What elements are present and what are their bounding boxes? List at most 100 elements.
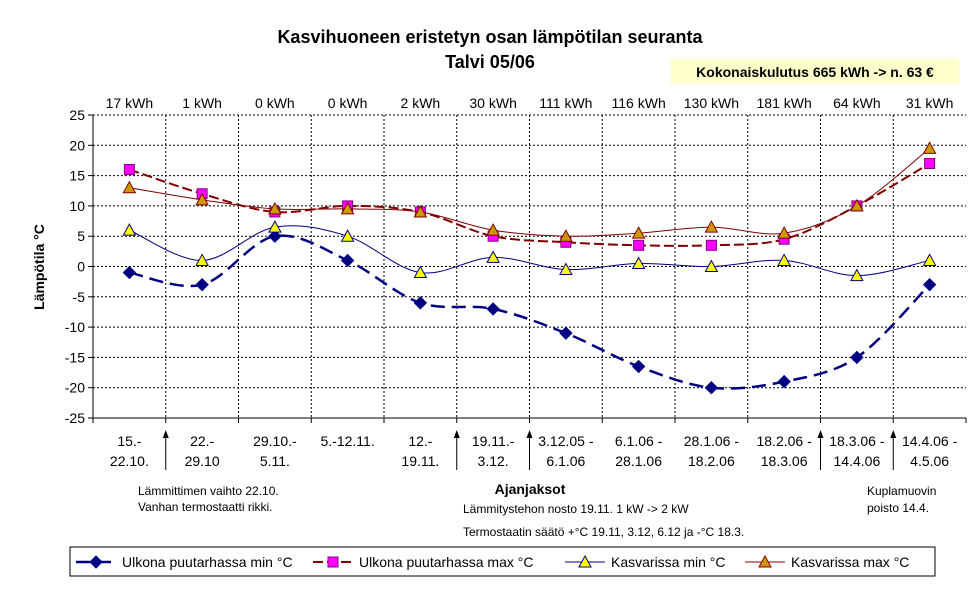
legend-entry: Kasvarissa max °C: [745, 554, 909, 570]
annotation-text: Vanhan termostaatti rikki.: [138, 500, 273, 514]
x-tick-label: 28.1.06 -: [684, 433, 740, 449]
x-tick-label: 3.12.05 -: [538, 433, 594, 449]
data-point: [704, 259, 719, 272]
data-point: [559, 262, 573, 276]
grid: [93, 114, 966, 419]
y-tick-label: 20: [69, 137, 85, 153]
legend-label: Kasvarissa max °C: [791, 554, 909, 570]
x-tick-label: 22.10.: [110, 453, 149, 469]
x-tick-label: 18.3.06 -: [829, 433, 885, 449]
x-tick-label: 18.2.06 -: [756, 433, 812, 449]
energy-labels: 17 kWh 1 kWh 0 kWh 0 kWh 2 kWh 30 kWh 111 kWh 1…: [106, 95, 954, 111]
series-line: [129, 147, 930, 237]
x-axis: 15.- 22.10. 22.- 29.10 29.10.- 5.11. 5.-12.11.…: [92, 418, 967, 469]
total-badge-text: Kokonaiskulutus 665 kWh -> n. 63 €: [696, 64, 934, 80]
event-arrowhead: [453, 430, 460, 438]
y-tick-label: -20: [65, 380, 85, 396]
energy-label: 130 kWh: [684, 95, 739, 111]
annotation-text: Kuplamuovin: [867, 484, 936, 498]
legend-entry: Kasvarissa min °C: [565, 554, 726, 570]
x-tick-label: 5.11.: [260, 453, 290, 469]
y-tick-label: 5: [77, 228, 85, 244]
data-point: [486, 302, 500, 316]
chart-title: Kasvihuoneen eristetyn osan lämpötilan s…: [277, 27, 703, 47]
annotation-text: Termostaatin säätö +°C 19.11, 3.12, 6.12…: [463, 525, 744, 539]
data-point: [340, 253, 355, 268]
y-axis: 25 20 15 10 5 0 -5 -10 -15 -20 -25: [65, 107, 93, 426]
series-4: [122, 141, 937, 242]
data-point: [340, 201, 355, 215]
legend-marker: [89, 555, 103, 569]
data-point: [704, 220, 719, 233]
x-tick-label: 19.11.: [401, 453, 439, 469]
y-tick-label: -10: [65, 319, 85, 335]
data-point: [195, 192, 209, 206]
data-point: [777, 226, 791, 239]
total-badge: Kokonaiskulutus 665 kWh -> n. 63 €: [670, 58, 960, 84]
data-point: [122, 265, 137, 280]
y-tick-label: 10: [69, 198, 85, 214]
data-point: [631, 256, 646, 269]
x-axis-label: Ajanjaksot: [495, 481, 566, 497]
series: [122, 141, 937, 395]
data-point: [268, 229, 282, 243]
x-tick-label: 22.-: [190, 433, 214, 449]
y-tick-label: -15: [65, 349, 85, 365]
x-tick-label: 18.3.06: [761, 453, 808, 469]
y-tick-label: 25: [69, 107, 85, 123]
legend-box: [69, 546, 936, 577]
x-tick-label: 19.11.-: [472, 433, 515, 449]
energy-label: 17 kWh: [106, 95, 153, 111]
legend-marker: [578, 554, 592, 568]
y-tick-label: 0: [77, 259, 85, 275]
legend-label: Ulkona puutarhassa min °C: [122, 554, 293, 570]
annotation-text: poisto 14.4.: [867, 501, 929, 515]
data-point: [122, 223, 137, 236]
data-point: [922, 253, 937, 266]
x-tick-label: 29.10: [185, 453, 220, 469]
data-point: [559, 326, 573, 340]
energy-label: 0 kWh: [328, 95, 368, 111]
energy-label: 116 kWh: [612, 95, 666, 111]
data-point: [195, 253, 209, 266]
data-point: [413, 265, 428, 279]
legend: Ulkona puutarhassa min °C Ulkona puutarha…: [69, 546, 936, 577]
x-tick-label: 14.4.06 -: [902, 433, 958, 449]
energy-label: 0 kWh: [255, 95, 295, 111]
x-tick-label: 4.5.06: [910, 453, 949, 469]
y-tick-label: -5: [73, 289, 86, 305]
legend-entry: Ulkona puutarhassa max °C: [313, 554, 533, 570]
data-point: [922, 141, 937, 154]
data-point: [850, 268, 864, 282]
data-point: [633, 239, 645, 251]
x-tick-label: 28.1.06: [615, 453, 662, 469]
data-point: [559, 229, 573, 242]
annotations: Lämmittimen vaihto 22.10. Vanhan termosta…: [138, 484, 936, 539]
event-arrowhead: [526, 430, 533, 438]
data-point: [631, 226, 646, 239]
x-tick-label: 6.1.06: [546, 453, 585, 469]
data-point: [486, 223, 500, 236]
series-1: [122, 229, 937, 395]
data-point: [850, 198, 864, 212]
data-point: [122, 180, 137, 194]
data-point: [850, 350, 864, 365]
y-tick-label: -25: [65, 410, 85, 426]
data-point: [268, 220, 282, 233]
x-tick-label: 6.1.06 -: [615, 433, 663, 449]
data-point: [705, 239, 717, 251]
event-arrows: [162, 430, 897, 470]
data-point: [704, 380, 719, 395]
legend-entry: Ulkona puutarhassa min °C: [76, 554, 293, 570]
x-tick-label: 5.-12.11.: [321, 433, 375, 449]
data-point: [195, 277, 209, 292]
energy-label: 64 kWh: [833, 95, 880, 111]
data-point: [486, 250, 500, 263]
energy-label: 111 kWh: [539, 95, 592, 111]
energy-label: 30 kWh: [469, 95, 516, 111]
y-tick-label: 15: [69, 168, 85, 184]
x-tick-label: 18.2.06: [688, 453, 735, 469]
data-point: [777, 374, 791, 389]
legend-label: Kasvarissa min °C: [611, 554, 726, 570]
